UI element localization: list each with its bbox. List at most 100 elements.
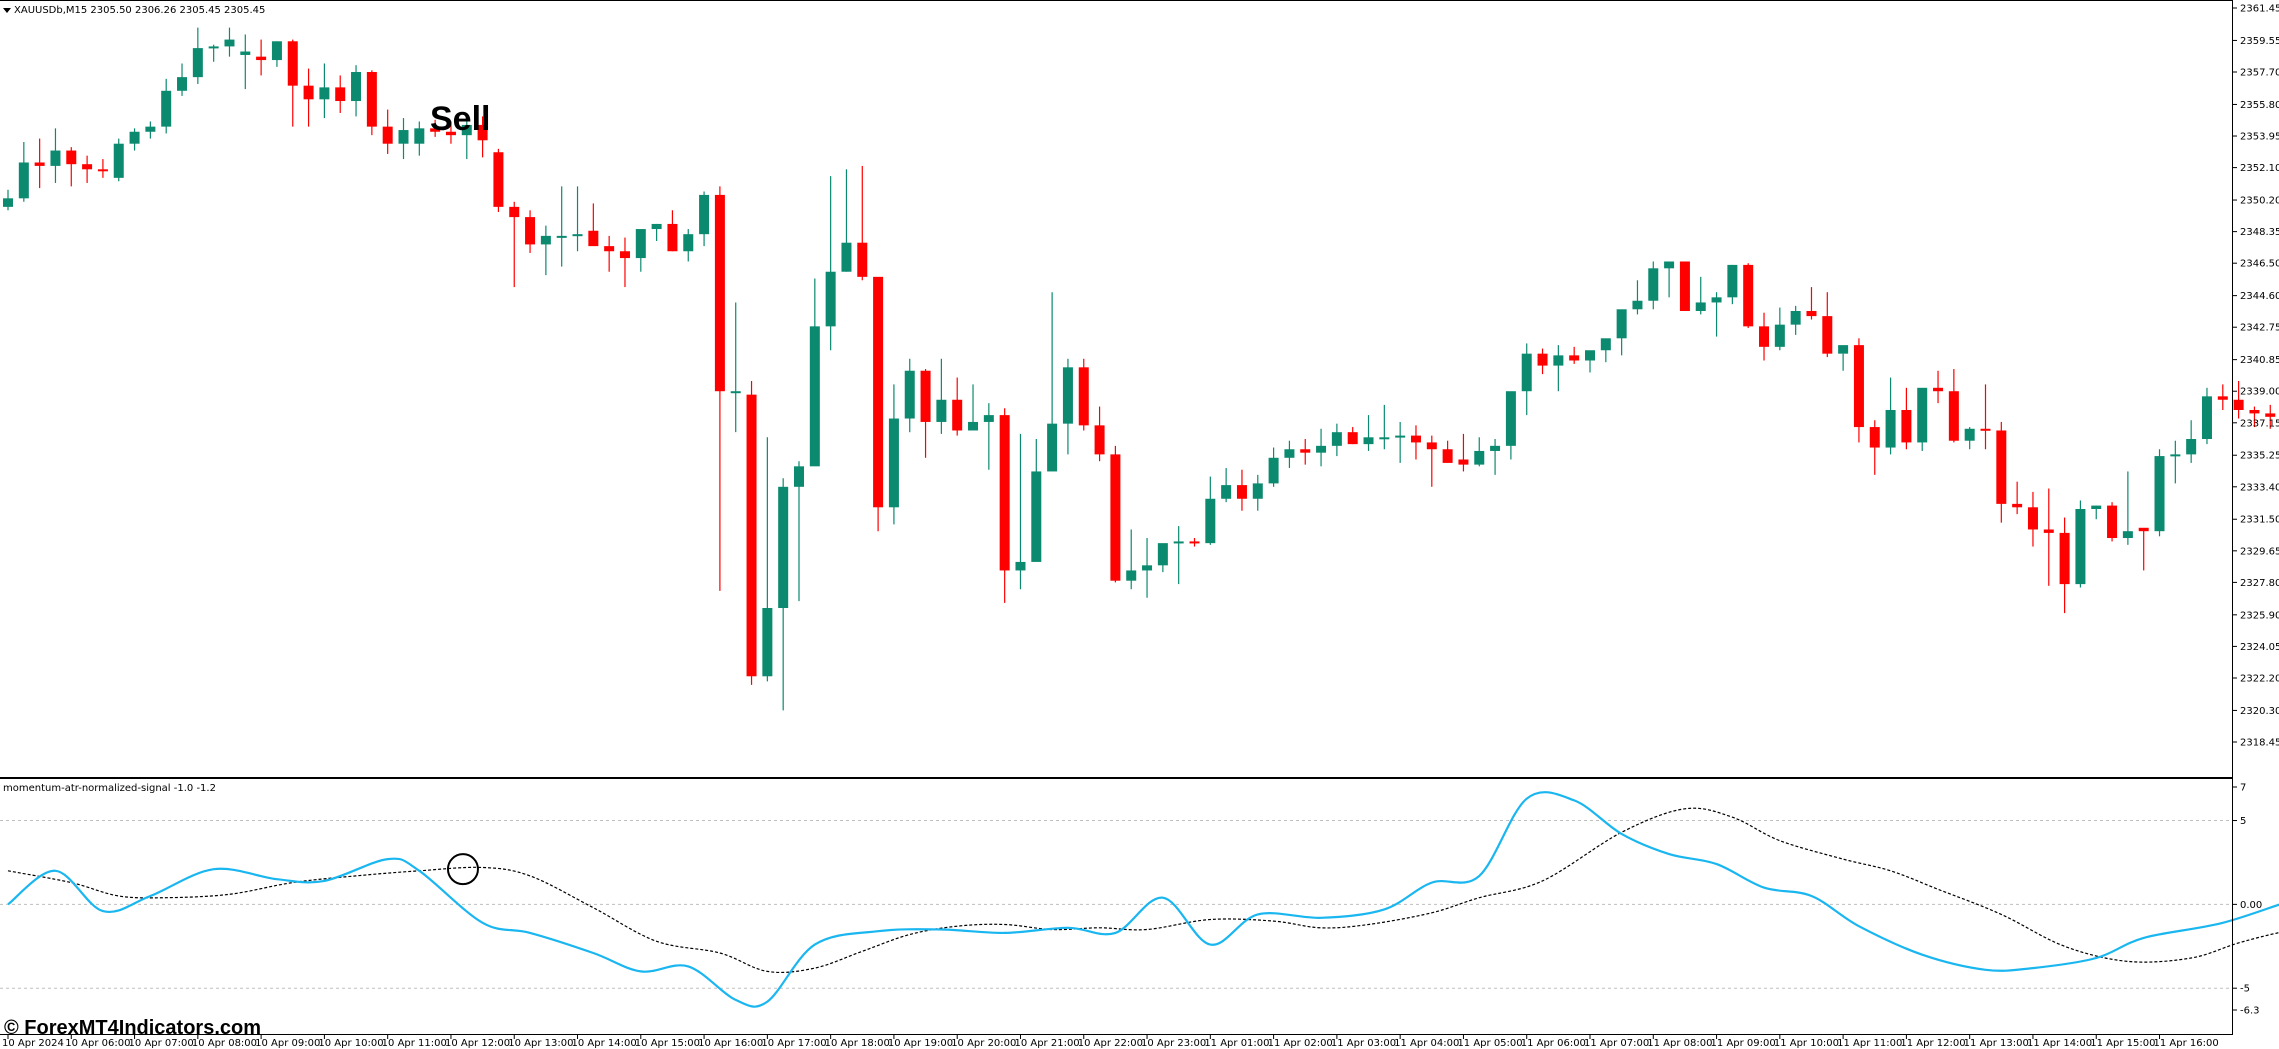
candle[interactable] (1885, 377, 1896, 455)
candle[interactable] (1268, 447, 1279, 487)
candle[interactable] (841, 169, 852, 272)
candle[interactable] (1395, 421, 1406, 463)
candle[interactable] (1822, 292, 1833, 358)
candle[interactable] (1236, 469, 1247, 511)
candle[interactable] (2091, 505, 2102, 520)
candle[interactable] (2217, 384, 2228, 410)
candle[interactable] (809, 278, 820, 467)
candle[interactable] (999, 408, 1010, 603)
candle[interactable] (888, 384, 899, 525)
candle[interactable] (1743, 263, 1754, 329)
candle[interactable] (1173, 526, 1184, 585)
candle[interactable] (778, 478, 789, 711)
candle[interactable] (1284, 440, 1295, 469)
candle[interactable] (2249, 406, 2260, 428)
candle[interactable] (113, 138, 124, 182)
candle[interactable] (256, 39, 267, 76)
candle[interactable] (1331, 423, 1342, 457)
candle[interactable] (509, 201, 520, 288)
candle[interactable] (461, 118, 472, 160)
candle[interactable] (1252, 474, 1263, 511)
candle[interactable] (1917, 387, 1928, 451)
candle[interactable] (1062, 358, 1073, 455)
candle[interactable] (2122, 471, 2133, 545)
candle[interactable] (699, 191, 710, 247)
candle[interactable] (2233, 380, 2244, 419)
candle[interactable] (1474, 437, 1485, 467)
candle[interactable] (1300, 439, 1311, 465)
candle[interactable] (2265, 404, 2276, 429)
candle[interactable] (97, 159, 108, 178)
candle[interactable] (983, 403, 994, 470)
candle[interactable] (1585, 350, 1595, 373)
candle[interactable] (493, 148, 504, 212)
candle[interactable] (556, 186, 567, 267)
candle[interactable] (1505, 391, 1516, 460)
candle[interactable] (1142, 538, 1153, 598)
candle[interactable] (730, 302, 741, 433)
candle[interactable] (34, 138, 45, 189)
candle[interactable] (1410, 425, 1421, 460)
candle[interactable] (1664, 261, 1675, 298)
candle[interactable] (873, 276, 884, 532)
candle[interactable] (1363, 415, 1374, 451)
candle[interactable] (1759, 312, 1770, 361)
candle[interactable] (1458, 433, 1469, 472)
candle[interactable] (2012, 481, 2023, 515)
indicator-panel[interactable] (0, 791, 2279, 1008)
candle[interactable] (1379, 404, 1390, 450)
candle[interactable] (1347, 427, 1358, 445)
candle[interactable] (1553, 345, 1564, 392)
candle[interactable] (2107, 502, 2118, 542)
candle[interactable] (1695, 276, 1706, 315)
candle[interactable] (1442, 440, 1453, 463)
candle[interactable] (1948, 369, 1959, 443)
candle[interactable] (477, 116, 488, 158)
candle[interactable] (1790, 305, 1801, 335)
candle[interactable] (335, 75, 346, 113)
candle[interactable] (50, 128, 61, 183)
candle[interactable] (18, 141, 29, 202)
candle[interactable] (746, 380, 757, 685)
chart-menu-triangle-icon[interactable] (3, 8, 11, 13)
candle[interactable] (1616, 309, 1627, 356)
candle[interactable] (398, 118, 409, 160)
candle[interactable] (525, 210, 536, 253)
candle[interactable] (1980, 384, 1991, 450)
candle[interactable] (968, 384, 979, 431)
candle[interactable] (936, 358, 947, 434)
candle[interactable] (430, 119, 441, 137)
candle[interactable] (1490, 439, 1501, 475)
candle[interactable] (1853, 338, 1864, 443)
candle[interactable] (2043, 488, 2054, 586)
candle[interactable] (1727, 264, 1738, 305)
candle[interactable] (3, 189, 13, 211)
candle[interactable] (287, 39, 298, 127)
candle[interactable] (129, 128, 140, 151)
candle[interactable] (2201, 387, 2212, 445)
price-panel[interactable] (3, 27, 2279, 711)
candle[interactable] (1806, 287, 1817, 320)
candle[interactable] (1711, 292, 1722, 337)
candle[interactable] (303, 68, 314, 127)
candle[interactable] (2059, 517, 2070, 614)
candle[interactable] (1901, 387, 1912, 450)
candle[interactable] (445, 121, 456, 144)
candle[interactable] (714, 186, 725, 591)
candle[interactable] (1569, 346, 1580, 364)
candle[interactable] (1316, 428, 1327, 467)
candle[interactable] (351, 65, 362, 117)
candle[interactable] (208, 44, 219, 62)
candle[interactable] (1221, 468, 1232, 503)
candle[interactable] (1078, 358, 1089, 431)
candle[interactable] (1869, 420, 1880, 475)
candle[interactable] (1600, 338, 1611, 363)
candle[interactable] (82, 155, 93, 183)
candle[interactable] (66, 147, 77, 187)
candle[interactable] (619, 237, 630, 288)
candle[interactable] (382, 109, 393, 154)
candle[interactable] (2154, 449, 2165, 537)
candle[interactable] (857, 165, 868, 281)
candle[interactable] (2138, 527, 2149, 571)
